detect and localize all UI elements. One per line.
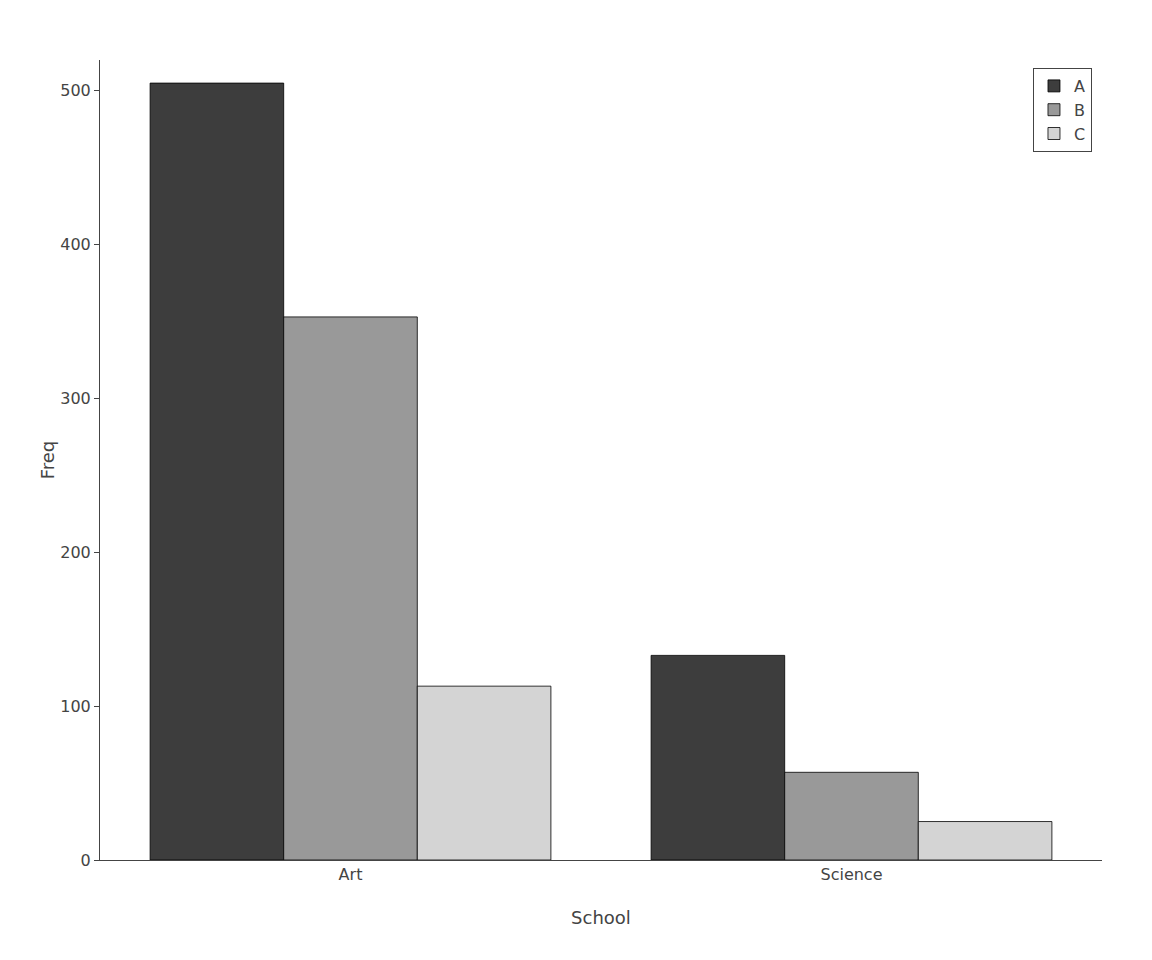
svg-text:500: 500 [60,81,91,100]
svg-text:200: 200 [60,543,91,562]
svg-text:C: C [1074,125,1085,144]
svg-text:300: 300 [60,389,91,408]
svg-text:Science: Science [820,865,882,884]
svg-text:Art: Art [339,865,363,884]
svg-text:Freq: Freq [37,441,58,480]
svg-text:100: 100 [60,697,91,716]
svg-text:School: School [571,907,631,928]
svg-text:A: A [1074,77,1085,96]
svg-text:400: 400 [60,235,91,254]
svg-text:0: 0 [81,851,91,870]
svg-text:B: B [1074,101,1085,120]
